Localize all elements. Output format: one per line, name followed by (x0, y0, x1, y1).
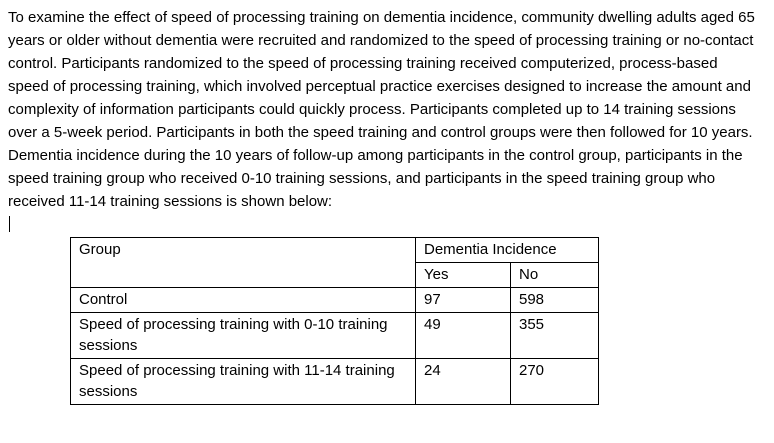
study-description-paragraph: To examine the effect of speed of proces… (8, 9, 755, 210)
table-row-training-0-10: Speed of processing training with 0-10 t… (70, 312, 599, 359)
no-column-header: No (510, 262, 599, 288)
dementia-incidence-table: Group Dementia Incidence Yes No Control … (70, 237, 599, 405)
text-cursor (9, 216, 10, 232)
group-cell: Speed of processing training with 11-14 … (70, 358, 416, 405)
table-header-row-1: Group Dementia Incidence (70, 237, 599, 288)
no-count-cell: 598 (510, 287, 599, 313)
table-header-row-2: Yes No (71, 262, 599, 288)
no-count-cell: 355 (510, 312, 599, 359)
yes-count-cell: 97 (415, 287, 511, 313)
no-count-cell: 270 (510, 358, 599, 405)
yes-column-header: Yes (415, 262, 511, 288)
yes-count-cell: 49 (415, 312, 511, 359)
group-cell: Control (70, 287, 416, 313)
group-column-header: Group (70, 237, 416, 288)
table-row-control: Control 97 598 (70, 287, 599, 313)
cursor-line (8, 213, 766, 235)
yes-count-cell: 24 (415, 358, 511, 405)
table-row-training-11-14: Speed of processing training with 11-14 … (70, 358, 599, 405)
group-cell: Speed of processing training with 0-10 t… (70, 312, 416, 359)
dementia-incidence-header: Dementia Incidence (415, 237, 599, 263)
